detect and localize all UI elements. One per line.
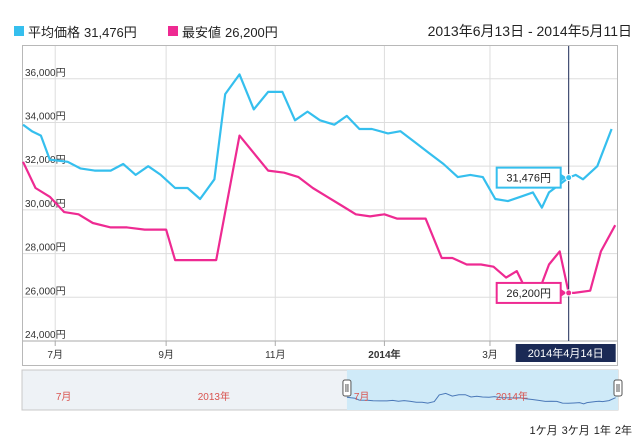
range-buttons: 1ケ月 3ケ月 1年 2年	[530, 422, 633, 438]
range-button-1-month[interactable]: 1ケ月	[529, 425, 558, 437]
navigator-series	[346, 392, 616, 405]
legend-average-label: 平均価格	[28, 24, 81, 40]
tooltips: 31,476円 26,200円	[495, 166, 573, 304]
y-axis: 24,000円 26,000円 28,000円 30,000円 32,000円 34,00…	[25, 68, 66, 341]
crosshair-date-box	[515, 344, 616, 362]
tooltip-pointer	[560, 173, 567, 182]
y-tick-label: 30,000円	[25, 199, 66, 210]
y-tick-label: 26,000円	[25, 286, 66, 297]
x-tick-label: 2014年	[368, 348, 400, 361]
y-tick-label: 36,000円	[25, 68, 66, 79]
x-tick-label: 7月	[47, 349, 63, 361]
plot-frame	[22, 45, 618, 366]
tooltip-pointer	[560, 288, 567, 297]
lowest-price-line	[22, 134, 617, 294]
y-tick-label: 28,000円	[25, 243, 66, 254]
legend-average-value: 31,476円	[84, 24, 137, 40]
lowest-price-swatch	[168, 26, 178, 36]
navigator-left-handle[interactable]	[342, 379, 352, 397]
navigator-selection	[346, 370, 618, 410]
x-tick-label: 9月	[158, 349, 174, 361]
date-range-label: 2013年6月13日 - 2014年5月11日	[427, 23, 632, 39]
range-button-1-year[interactable]: 1年	[593, 425, 611, 437]
y-tick-label: 34,000円	[25, 111, 66, 122]
handle-grip	[613, 379, 623, 397]
crosshair-date-label: 2014年4月14日	[528, 346, 604, 360]
range-navigator[interactable]: 7月 2013年 7月 2014年	[21, 369, 623, 411]
navigator-label: 7月	[56, 391, 72, 403]
legend-lowest-label: 最安値	[182, 24, 222, 40]
handle-grip	[342, 379, 352, 397]
y-tick-label: 32,000円	[25, 155, 66, 166]
navigator-label: 2014年	[496, 390, 528, 403]
x-axis: 7月 9月 11月 2014年 3月	[23, 340, 617, 361]
average-price-swatch	[14, 26, 24, 36]
x-tick-label: 11月	[265, 349, 285, 361]
average-price-line	[22, 73, 613, 209]
navigator-right-handle[interactable]	[613, 379, 623, 397]
y-tick-label: 24,000円	[25, 330, 66, 341]
legend-lowest-price[interactable]: 最安値 26,200円	[168, 20, 278, 42]
tooltip-value: 26,200円	[506, 288, 551, 300]
x-tick-label: 3月	[482, 349, 498, 361]
legend-average-price[interactable]: 平均価格 31,476円	[14, 20, 137, 42]
tooltip-value: 31,476円	[506, 173, 551, 185]
range-button-3-months[interactable]: 3ケ月	[561, 425, 590, 437]
range-button-2-years[interactable]: 2年	[614, 425, 632, 437]
navigator-label: 2013年	[198, 390, 230, 403]
navigator-label: 7月	[354, 391, 370, 403]
legend-lowest-value: 26,200円	[225, 24, 278, 40]
crosshair: 2014年4月14日	[515, 46, 616, 362]
tooltip-marker	[565, 289, 573, 297]
tooltip-marker	[565, 174, 573, 182]
